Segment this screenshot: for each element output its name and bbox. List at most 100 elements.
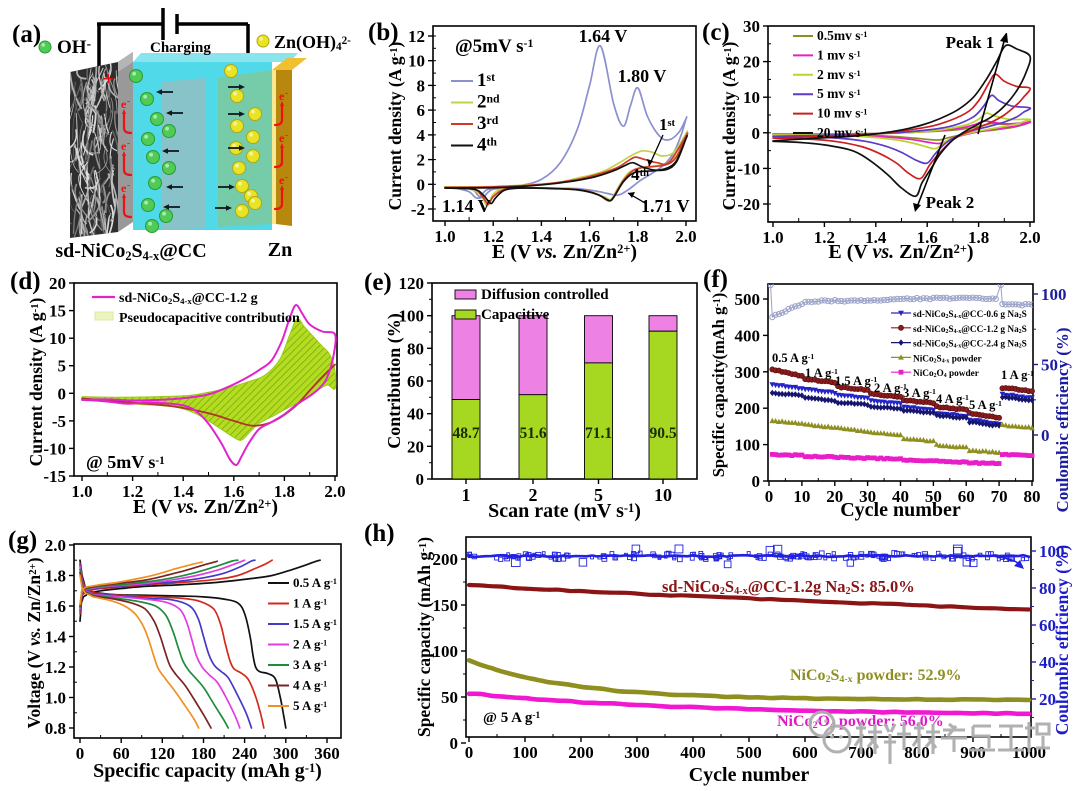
svg-text:71.1: 71.1 [585,425,612,442]
svg-text:48.7: 48.7 [452,425,479,442]
svg-text:e: e [279,89,285,103]
svg-text:2.0: 2.0 [1019,228,1040,247]
svg-text:(f): (f) [703,266,728,293]
svg-text:0: 0 [752,124,761,143]
svg-text:50: 50 [1041,356,1058,375]
svg-text:4 A g-1: 4 A g-1 [293,678,327,693]
svg-text:1.6: 1.6 [223,482,244,501]
svg-text:1 A g-1: 1 A g-1 [1001,368,1034,382]
svg-text:500: 500 [735,290,761,309]
svg-text:1.6: 1.6 [45,597,66,616]
svg-text:1.0: 1.0 [45,689,66,708]
svg-text:Diffusion controlled: Diffusion controlled [481,287,609,303]
svg-text:50: 50 [925,487,942,506]
svg-text:400: 400 [735,326,761,345]
svg-text:Current density (A g-1): Current density (A g-1) [26,298,46,467]
svg-text:2: 2 [417,151,426,170]
svg-text:Charging: Charging [150,40,211,56]
svg-text:1.6: 1.6 [917,228,938,247]
svg-text:200: 200 [735,399,761,418]
svg-text:(e): (e) [364,269,392,296]
svg-text:100: 100 [735,436,761,455]
svg-text:Current density (A g-1): Current density (A g-1) [719,42,739,211]
svg-text:(d): (d) [10,268,41,295]
svg-text:2.0: 2.0 [324,482,345,501]
svg-text:e: e [121,139,127,153]
svg-text:60: 60 [1039,616,1056,635]
svg-text:NiCo2O4 powder: NiCo2O4 powder [913,369,979,379]
svg-text:Specific capacity(mAh g-1): Specific capacity(mAh g-1) [709,293,728,478]
svg-text:0.5 A g-1: 0.5 A g-1 [772,351,814,365]
svg-text:10: 10 [654,485,672,505]
svg-text:3 A g-1: 3 A g-1 [293,657,327,672]
svg-text:60: 60 [407,372,424,391]
svg-text:+: + [103,69,114,90]
svg-text:2 mv s-1: 2 mv s-1 [817,67,861,82]
svg-text:5: 5 [58,357,67,376]
svg-text:100: 100 [399,307,425,326]
svg-text:-: - [285,88,288,98]
svg-text:-: - [127,138,130,148]
svg-text:1.4: 1.4 [45,628,67,647]
svg-text:90.5: 90.5 [649,425,676,442]
svg-text:-10: -10 [737,159,760,178]
svg-text:e: e [279,131,285,145]
svg-text:OH-: OH- [57,36,91,58]
svg-text:100: 100 [1041,285,1067,304]
svg-text:180: 180 [191,744,217,763]
svg-text:Voltage (V vs. Zn/Zn2+): Voltage (V vs. Zn/Zn2+) [24,557,44,728]
svg-text:Zn(OH)42-: Zn(OH)42- [274,32,351,53]
svg-text:(g): (g) [8,527,37,554]
svg-text:30: 30 [743,17,760,36]
svg-text:20: 20 [1039,690,1056,709]
svg-text:NiCo2S4-x powder: 52.9%: NiCo2S4-x powder: 52.9% [790,667,962,685]
svg-text:@ 5 A g-1: @ 5 A g-1 [483,710,540,726]
svg-text:1: 1 [462,485,471,505]
svg-text:4 A g-1: 4 A g-1 [936,392,969,406]
svg-text:240: 240 [232,744,258,763]
svg-text:Zn: Zn [268,239,292,261]
svg-text:10: 10 [408,52,425,71]
svg-text:2.0: 2.0 [45,536,66,555]
svg-text:E (V vs. Zn/Zn2+): E (V vs. Zn/Zn2+) [828,241,973,263]
svg-text:50: 50 [441,688,458,707]
svg-text:Specific capacity (mAh g-1): Specific capacity (mAh g-1) [93,760,322,782]
svg-text:0: 0 [1041,426,1050,445]
svg-text:sd-NiCo2S4-x@CC-1.2 g Na2S: sd-NiCo2S4-x@CC-1.2 g Na2S [913,325,1027,335]
svg-text:-15: -15 [43,467,66,486]
svg-text:sd-NiCo2S4-x@CC: sd-NiCo2S4-x@CC [55,240,206,263]
svg-text:200: 200 [568,743,594,762]
svg-text:Pseudocapacitive contribution: Pseudocapacitive contribution [119,311,300,326]
svg-text:-5: -5 [52,412,66,431]
svg-text:sd-NiCo2S4-x@CC-1.2 g: sd-NiCo2S4-x@CC-1.2 g [119,291,258,306]
svg-text:sd-NiCo2S4-x@CC-0.6 g Na2S: sd-NiCo2S4-x@CC-0.6 g Na2S [913,310,1027,320]
svg-text:Contribution (%): Contribution (%) [384,313,405,449]
svg-text:(c): (c) [702,19,730,46]
svg-text:1.5 A g-1: 1.5 A g-1 [835,374,877,388]
svg-text:0: 0 [416,470,425,489]
svg-text:10: 10 [743,88,760,107]
svg-text:0: 0 [765,487,774,506]
svg-text:1 mv s-1: 1 mv s-1 [817,47,861,62]
svg-text:3 A g-1: 3 A g-1 [903,386,936,400]
svg-text:60: 60 [958,487,975,506]
svg-text:Scan rate (mV s-1): Scan rate (mV s-1) [488,500,641,522]
svg-text:E (V vs. Zn/Zn2+): E (V vs. Zn/Zn2+) [133,496,278,518]
svg-text:20: 20 [49,274,66,293]
svg-text:800: 800 [904,743,930,762]
svg-text:100: 100 [1039,542,1065,561]
svg-text:200: 200 [433,550,459,569]
svg-text:Cycle number: Cycle number [689,764,810,786]
svg-text:150: 150 [433,596,459,615]
svg-text:10: 10 [49,329,66,348]
svg-text:-20: -20 [737,195,760,214]
svg-text:e: e [121,181,127,195]
svg-text:12: 12 [408,27,425,46]
svg-text:2.0: 2.0 [675,227,696,246]
svg-text:1.2: 1.2 [814,228,835,247]
svg-text:1.8: 1.8 [968,228,989,247]
svg-text:80: 80 [1039,579,1056,598]
svg-text:30: 30 [859,487,876,506]
svg-text:1.2: 1.2 [122,482,143,501]
svg-text:10 mv s-1: 10 mv s-1 [817,106,867,121]
